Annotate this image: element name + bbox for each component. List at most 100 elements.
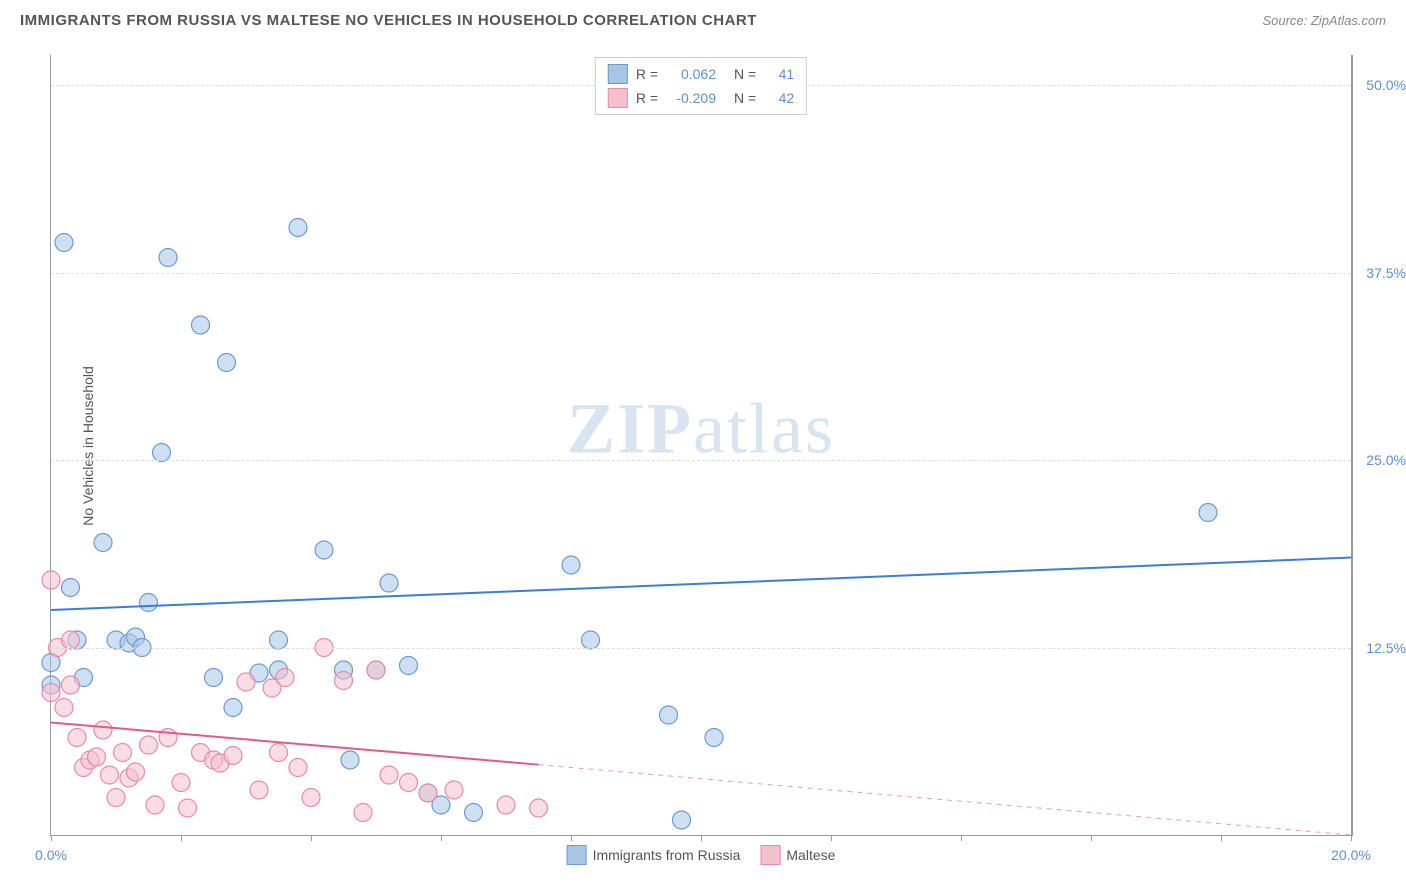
scatter-point [289,219,307,237]
scatter-point [419,784,437,802]
chart-plot-area: ZIPatlas R =0.062N =41R =-0.209N =42 Imm… [50,55,1353,836]
scatter-point [445,781,463,799]
scatter-point [562,556,580,574]
scatter-point [400,774,418,792]
scatter-point [660,706,678,724]
scatter-point [62,676,80,694]
scatter-point [237,673,255,691]
y-tick-label: 12.5% [1366,640,1406,656]
scatter-point [42,571,60,589]
x-tick [961,835,962,841]
trend-line-dashed [539,765,1352,835]
legend-r-value: -0.209 [666,90,716,106]
y-tick-label: 25.0% [1366,452,1406,468]
legend-swatch [608,88,628,108]
legend-n-label: N = [734,90,756,106]
gridline [51,273,1351,274]
scatter-point [270,744,288,762]
legend-n-value: 41 [764,66,794,82]
x-tick-label: 20.0% [1331,847,1371,863]
legend-n-label: N = [734,66,756,82]
scatter-point [582,631,600,649]
legend-row: R = -0.209 N = 42 [608,86,794,110]
scatter-point [107,789,125,807]
legend-series: Immigrants from Russia Maltese [567,845,836,865]
scatter-point [218,354,236,372]
x-tick [51,835,52,841]
scatter-point [94,534,112,552]
x-tick [701,835,702,841]
x-tick [441,835,442,841]
legend-row: R =0.062N =41 [608,62,794,86]
scatter-point [140,594,158,612]
gridline [51,460,1351,461]
scatter-point [276,669,294,687]
y-tick-label: 50.0% [1366,77,1406,93]
scatter-point [380,574,398,592]
scatter-point [146,796,164,814]
scatter-point [172,774,190,792]
scatter-point [250,781,268,799]
scatter-point [270,631,288,649]
x-tick [1221,835,1222,841]
scatter-point [179,799,197,817]
scatter-point [224,747,242,765]
scatter-point [62,579,80,597]
scatter-point [465,804,483,822]
y-tick-label: 37.5% [1366,265,1406,281]
trend-line-solid [51,558,1351,611]
scatter-point [302,789,320,807]
legend-series-item: Immigrants from Russia [567,845,741,865]
scatter-point [94,721,112,739]
scatter-point [673,811,691,829]
scatter-point [55,699,73,717]
scatter-point [159,249,177,267]
scatter-point [114,744,132,762]
scatter-point [530,799,548,817]
legend-r-label: R = [636,90,658,106]
x-tick [181,835,182,841]
x-tick [831,835,832,841]
scatter-point [315,541,333,559]
legend-r-label: R = [636,66,658,82]
source-label: Source: ZipAtlas.com [1262,13,1386,28]
gridline [51,648,1351,649]
legend-swatch [760,845,780,865]
scatter-point [192,316,210,334]
scatter-point [101,766,119,784]
chart-title: IMMIGRANTS FROM RUSSIA VS MALTESE NO VEH… [20,12,757,29]
scatter-point [68,729,86,747]
legend-series-label: Maltese [786,847,835,863]
x-tick [311,835,312,841]
scatter-point [153,444,171,462]
x-tick [1091,835,1092,841]
x-tick [1351,835,1352,841]
scatter-point [224,699,242,717]
legend-swatch [608,64,628,84]
scatter-point [705,729,723,747]
x-tick-label: 0.0% [35,847,67,863]
scatter-point [88,748,106,766]
scatter-point [367,661,385,679]
scatter-point [341,751,359,769]
legend-series-item: Maltese [760,845,835,865]
scatter-point [127,763,145,781]
legend-correlation-box: R =0.062N =41R =-0.209N =42 [595,57,807,115]
legend-swatch [567,845,587,865]
scatter-point [497,796,515,814]
title-bar: IMMIGRANTS FROM RUSSIA VS MALTESE NO VEH… [0,0,1406,40]
scatter-point [1199,504,1217,522]
scatter-point [335,672,353,690]
legend-n-value: 42 [764,90,794,106]
scatter-point [62,631,80,649]
scatter-point [42,684,60,702]
legend-series-label: Immigrants from Russia [593,847,741,863]
scatter-point [380,766,398,784]
scatter-point [205,669,223,687]
scatter-point [400,657,418,675]
scatter-point [55,234,73,252]
scatter-plot-svg [51,55,1351,835]
scatter-point [140,736,158,754]
scatter-point [289,759,307,777]
scatter-point [354,804,372,822]
